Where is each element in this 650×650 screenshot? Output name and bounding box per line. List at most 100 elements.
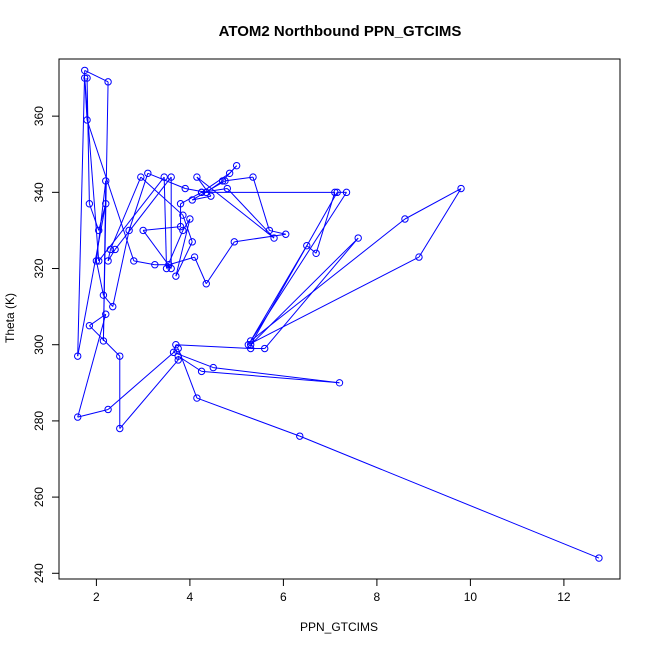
series-line-segment: [143, 226, 181, 231]
data-point: [172, 272, 180, 280]
series-line-segment: [182, 218, 191, 231]
x-tick-label: 10: [464, 590, 478, 604]
data-point: [176, 200, 185, 208]
series-line-segment: [196, 397, 300, 437]
data-point: [190, 253, 199, 261]
data-point: [174, 356, 182, 364]
data-point: [342, 188, 351, 197]
data-point: [83, 116, 91, 124]
series-line-segment: [112, 230, 130, 307]
data-point: [85, 321, 94, 330]
data-point: [160, 173, 168, 181]
y-axis-label: Theta (K): [3, 293, 17, 343]
chart-title: ATOM2 Northbound PPN_GTCIMS: [219, 23, 462, 40]
data-point: [249, 173, 257, 181]
series-group: [74, 66, 603, 562]
y-tick-label: 240: [32, 563, 46, 583]
data-point: [92, 257, 101, 265]
data-point: [125, 226, 133, 235]
data-point: [104, 257, 112, 265]
data-point: [104, 405, 112, 414]
data-point: [193, 394, 201, 402]
data-point: [223, 184, 232, 193]
series-line-segment: [119, 359, 179, 429]
data-point: [102, 177, 110, 185]
x-tick-label: 2: [93, 590, 100, 604]
data-point: [221, 177, 229, 185]
x-axis-label: PPN_GTCIMS: [300, 620, 378, 634]
series-line-segment: [250, 245, 308, 342]
data-point: [296, 432, 304, 440]
data-point: [246, 344, 255, 353]
data-point: [116, 352, 124, 360]
series-line-segment: [224, 176, 254, 182]
series-layer: [74, 66, 603, 562]
data-point: [188, 238, 196, 246]
data-point: [218, 177, 227, 185]
data-point: [230, 238, 239, 246]
series-line-segment: [77, 314, 107, 418]
data-point: [85, 200, 94, 208]
series-line-segment: [201, 370, 340, 384]
data-point: [162, 264, 171, 273]
data-point: [457, 184, 465, 193]
data-point: [331, 188, 339, 197]
data-point: [335, 379, 344, 387]
data-point: [74, 413, 82, 421]
data-point: [202, 280, 210, 288]
data-point: [312, 249, 320, 257]
series-line-segment: [89, 325, 121, 357]
series-line-segment: [205, 241, 235, 285]
series-line-segment: [84, 78, 88, 120]
data-point: [176, 222, 185, 231]
series-line-segment: [306, 245, 317, 254]
y-tick-label: 340: [32, 182, 46, 202]
series-line-segment: [234, 233, 286, 243]
data-point: [197, 367, 206, 376]
data-point: [151, 261, 159, 269]
x-tick-label: 4: [187, 590, 194, 604]
data-point: [197, 188, 206, 197]
series-line-segment: [418, 188, 462, 258]
data-point: [104, 78, 112, 86]
data-point: [99, 337, 108, 345]
data-point: [188, 196, 196, 204]
data-point: [139, 226, 147, 235]
x-tick-label: 8: [374, 590, 381, 604]
series-line-segment: [98, 203, 107, 231]
data-point: [74, 352, 82, 360]
data-point: [167, 173, 175, 181]
data-point: [179, 211, 187, 219]
x-axis: 2 4 6 8 10 12: [93, 578, 571, 604]
data-point: [232, 161, 241, 170]
series-line-segment: [196, 176, 212, 197]
data-point: [172, 341, 180, 349]
data-point: [165, 261, 173, 269]
data-point: [81, 74, 89, 82]
data-point: [415, 253, 423, 261]
series-line-segment: [201, 188, 228, 193]
data-point: [81, 66, 89, 75]
series-line-segment: [175, 344, 251, 350]
data-point: [95, 257, 103, 265]
data-point: [109, 302, 117, 311]
series-line-segment: [77, 203, 107, 357]
series-line-segment: [109, 176, 142, 250]
series-line-segment: [103, 294, 114, 307]
data-point: [202, 188, 210, 197]
series-line-segment: [114, 176, 172, 250]
data-point: [354, 234, 362, 242]
data-point: [207, 192, 215, 200]
data-point: [181, 184, 189, 193]
data-point: [137, 173, 145, 181]
x-tick-label: 12: [557, 590, 571, 604]
series-line-segment: [98, 176, 165, 262]
data-point: [179, 226, 187, 235]
data-point: [167, 264, 175, 273]
series-line-segment: [213, 367, 340, 384]
series-line-segment: [180, 191, 202, 205]
series-line-segment: [175, 218, 191, 277]
data-point: [209, 363, 217, 372]
data-point: [174, 344, 182, 353]
